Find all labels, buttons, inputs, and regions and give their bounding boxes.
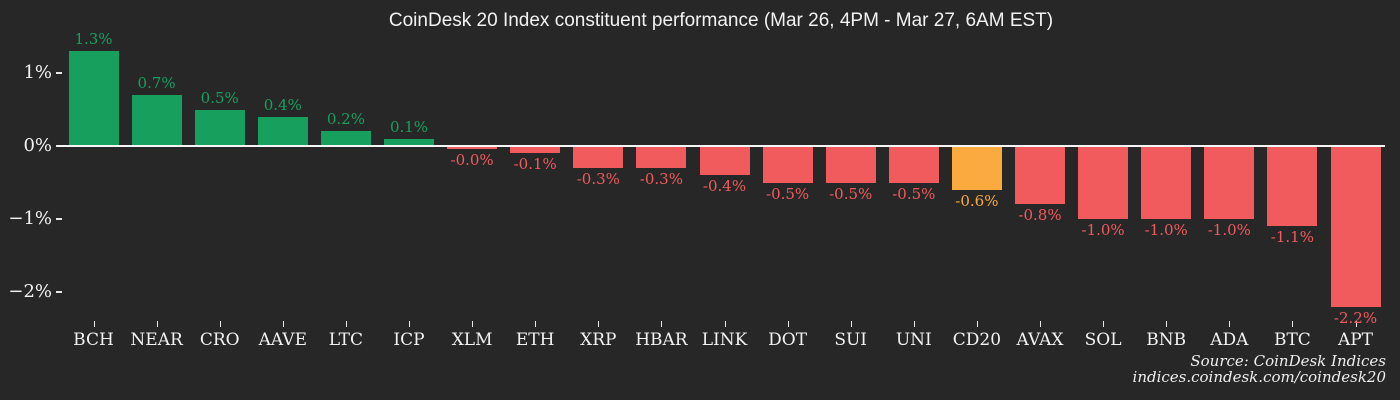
bar-value-label-BTC: -1.1% bbox=[1270, 228, 1314, 247]
x-tick-label-XRP: XRP bbox=[580, 330, 617, 350]
y-tick-label: −1% bbox=[8, 208, 52, 229]
bar-UNI bbox=[888, 146, 939, 183]
x-tick-mark bbox=[724, 321, 726, 327]
bar-value-label-LTC: 0.2% bbox=[326, 110, 365, 129]
x-tick-label-SUI: SUI bbox=[834, 330, 868, 350]
x-tick-mark bbox=[282, 321, 284, 327]
x-tick-label-XLM: XLM bbox=[451, 330, 493, 350]
bar-ICP bbox=[384, 138, 434, 146]
bar-value-label-BCH: 1.3% bbox=[74, 30, 113, 49]
bar-value-label-CRO: 0.5% bbox=[200, 88, 239, 107]
bar-value-label-DOT: -0.5% bbox=[766, 184, 810, 203]
x-tick-label-ICP: ICP bbox=[393, 330, 425, 350]
y-tick-label: 0% bbox=[23, 135, 52, 156]
bar-AAVE bbox=[257, 116, 308, 146]
bar-value-label-LINK: -0.4% bbox=[702, 177, 747, 196]
x-tick-mark bbox=[1103, 321, 1105, 327]
x-tick-label-UNI: UNI bbox=[895, 330, 932, 350]
y-tick-mark bbox=[56, 291, 62, 293]
x-tick-label-ETH: ETH bbox=[515, 330, 555, 350]
bar-ADA bbox=[1204, 146, 1255, 219]
source-credit: Source: CoinDesk Indices indices.coindes… bbox=[1132, 352, 1386, 386]
zero-axis-line bbox=[57, 145, 1385, 147]
bar-value-label-HBAR: -0.3% bbox=[639, 169, 683, 188]
x-tick-label-BTC: BTC bbox=[1273, 330, 1311, 350]
x-tick-label-CD20: CD20 bbox=[952, 330, 1002, 350]
bar-XRP bbox=[573, 146, 624, 168]
x-tick-label-DOT: DOT bbox=[768, 330, 808, 350]
x-tick-label-HBAR: HBAR bbox=[635, 330, 688, 350]
bar-SUI bbox=[825, 146, 876, 183]
bar-value-label-XRP: -0.3% bbox=[576, 169, 620, 188]
x-tick-mark bbox=[976, 321, 978, 327]
x-tick-label-LINK: LINK bbox=[701, 330, 748, 350]
x-tick-mark bbox=[93, 321, 95, 327]
x-tick-label-CRO: CRO bbox=[199, 330, 240, 350]
bar-SOL bbox=[1078, 146, 1129, 219]
bar-LTC bbox=[320, 131, 371, 146]
bar-NEAR bbox=[131, 94, 182, 146]
bar-value-label-BNB: -1.0% bbox=[1144, 221, 1188, 239]
bar-value-label-NEAR: 0.7% bbox=[137, 73, 176, 92]
bar-XLM bbox=[447, 146, 498, 149]
bar-ETH bbox=[510, 146, 561, 154]
x-tick-mark bbox=[1166, 321, 1168, 327]
bar-value-label-ADA: -1.0% bbox=[1207, 221, 1251, 239]
x-tick-mark bbox=[535, 321, 537, 327]
bar-value-label-AVAX: -0.8% bbox=[1018, 206, 1062, 225]
x-tick-mark bbox=[1229, 321, 1231, 327]
y-tick-label: −2% bbox=[8, 281, 52, 302]
bar-value-label-UNI: -0.5% bbox=[892, 184, 936, 203]
x-tick-mark bbox=[156, 321, 158, 327]
y-tick-label: 1% bbox=[23, 62, 52, 83]
source-line-2: indices.coindesk.com/coindesk20 bbox=[1132, 367, 1386, 386]
bar-value-label-AAVE: 0.4% bbox=[263, 95, 302, 114]
x-tick-mark bbox=[913, 321, 915, 327]
y-tick-mark bbox=[56, 72, 62, 74]
bar-value-label-SUI: -0.5% bbox=[829, 184, 873, 203]
bar-CRO bbox=[194, 109, 245, 146]
bar-value-label-ICP: 0.1% bbox=[389, 117, 429, 136]
bar-BTC bbox=[1267, 146, 1318, 227]
bar-BCH bbox=[68, 51, 119, 146]
x-tick-label-AAVE: AAVE bbox=[258, 330, 307, 350]
x-tick-label-LTC: LTC bbox=[328, 330, 364, 350]
bar-DOT bbox=[762, 146, 813, 183]
x-tick-mark bbox=[409, 321, 410, 327]
x-tick-label-BCH: BCH bbox=[73, 330, 114, 350]
bar-value-label-APT: -2.2% bbox=[1333, 308, 1378, 327]
bar-LINK bbox=[699, 146, 750, 176]
bar-BNB bbox=[1141, 146, 1192, 219]
bar-CD20 bbox=[951, 146, 1002, 190]
bar-APT bbox=[1330, 146, 1381, 307]
x-tick-label-NEAR: NEAR bbox=[130, 330, 183, 350]
x-tick-mark bbox=[1355, 321, 1357, 327]
y-tick-mark bbox=[56, 218, 62, 220]
x-tick-mark bbox=[345, 321, 347, 327]
bar-value-label-XLM: -0.0% bbox=[450, 151, 494, 169]
x-tick-mark bbox=[472, 321, 474, 327]
x-tick-label-BNB: BNB bbox=[1146, 330, 1187, 350]
source-line-1: Source: CoinDesk Indices bbox=[1190, 352, 1386, 370]
bar-HBAR bbox=[636, 146, 687, 168]
x-tick-mark bbox=[1292, 321, 1294, 327]
x-tick-mark bbox=[1040, 321, 1041, 327]
x-tick-mark bbox=[850, 321, 852, 327]
x-tick-label-ADA: ADA bbox=[1210, 330, 1249, 350]
x-tick-label-SOL: SOL bbox=[1084, 330, 1122, 350]
x-tick-mark bbox=[598, 321, 600, 327]
x-tick-mark bbox=[787, 321, 789, 327]
bar-AVAX bbox=[1015, 146, 1065, 205]
x-tick-mark bbox=[219, 321, 221, 327]
x-tick-mark bbox=[661, 321, 663, 327]
x-tick-label-AVAX: AVAX bbox=[1016, 330, 1064, 350]
bar-value-label-CD20: -0.6% bbox=[955, 191, 999, 210]
chart-title: CoinDesk 20 Index constituent performanc… bbox=[388, 10, 1054, 31]
bar-value-label-ETH: -0.1% bbox=[513, 155, 557, 174]
bar-value-label-SOL: -1.0% bbox=[1081, 221, 1125, 239]
x-tick-label-APT: APT bbox=[1337, 330, 1374, 350]
